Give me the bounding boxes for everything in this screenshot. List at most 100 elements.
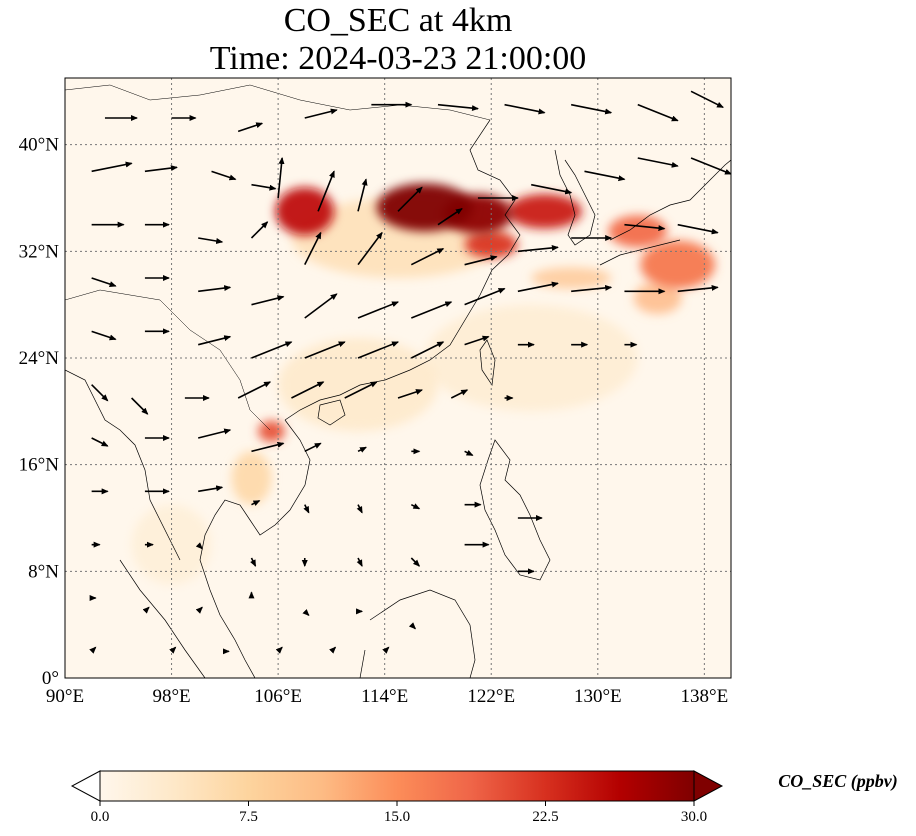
- coastline-korea: [554, 149, 596, 246]
- wind-vector-95: [142, 606, 150, 614]
- colorbar-extend-low: [70, 770, 101, 802]
- wind-vector-51: [251, 341, 293, 359]
- wind-vector-29: [357, 231, 383, 266]
- plume-9: [258, 420, 285, 443]
- colorbar: 0.0 7.5 15.0 22.5 30.0 CO_SEC (ppbv): [70, 770, 898, 825]
- colorbar-gradient: [100, 771, 694, 801]
- wind-vector-26: [198, 237, 224, 244]
- wind-vector-102: [169, 646, 177, 654]
- x-tick-label-3: 114°E: [361, 686, 408, 707]
- wind-vector-59: [91, 384, 109, 402]
- wind-vector-60: [131, 397, 149, 415]
- wind-vector-20: [504, 103, 546, 115]
- wind-vector-106: [382, 646, 390, 654]
- coastline-indochina: [199, 419, 311, 678]
- wind-vector-12: [637, 157, 679, 168]
- wind-vector-75: [464, 449, 474, 457]
- wind-vector-16: [237, 122, 264, 133]
- x-tick-label-6: 138°E: [681, 686, 729, 707]
- chart-title: CO_SEC at 4km: [283, 2, 513, 39]
- coastline-bay-of-bengal: [65, 369, 181, 561]
- x-tick-label-4: 122°E: [467, 686, 515, 707]
- wind-vector-65: [397, 389, 423, 399]
- wind-vector-104: [275, 646, 283, 654]
- y-tick-label-2: 16°N: [19, 455, 60, 476]
- wind-vector-55: [464, 335, 490, 346]
- wind-vector-105: [329, 646, 337, 654]
- wind-vector-17: [304, 108, 338, 119]
- wind-vector-0: [91, 161, 133, 173]
- x-tick-label-2: 106°E: [254, 686, 302, 707]
- wind-vector-30: [410, 247, 445, 266]
- concentration-field: [131, 183, 716, 585]
- wind-vector-53: [357, 341, 399, 359]
- wind-vector-101: [89, 646, 97, 654]
- wind-vector-81: [356, 504, 363, 514]
- coastline-philippines: [479, 439, 551, 581]
- plume-5: [531, 267, 612, 289]
- wind-vector-4: [277, 157, 285, 199]
- wind-vector-78: [198, 485, 224, 493]
- wind-vector-80: [303, 504, 310, 514]
- wind-vector-31: [464, 255, 498, 266]
- wind-vector-28: [304, 231, 322, 266]
- wind-vector-42: [411, 301, 453, 319]
- wind-vector-41: [357, 301, 399, 319]
- wind-vector-32: [517, 244, 559, 253]
- wind-vector-22: [637, 103, 679, 122]
- wind-vector-87: [195, 542, 203, 550]
- wind-vectors: [89, 90, 731, 655]
- map-frame: [64, 77, 732, 679]
- wind-vector-52: [304, 341, 346, 359]
- plume-14: [376, 183, 473, 232]
- plume-11: [507, 194, 582, 229]
- wind-vector-34: [624, 223, 666, 232]
- x-tick-label-0: 90°E: [46, 686, 84, 707]
- coastline-sumatra: [119, 559, 206, 678]
- x-tick-label-5: 130°E: [574, 686, 622, 707]
- wind-vector-27: [250, 221, 269, 239]
- y-tick-label-3: 24°N: [19, 348, 60, 369]
- wind-vector-72: [304, 442, 322, 453]
- wind-vector-1: [144, 165, 178, 173]
- colorbar-tick-label-3: 22.5: [532, 809, 558, 825]
- colorbar-extend-high: [693, 770, 724, 802]
- x-axis-ticks: 90°E 98°E 106°E 114°E 122°E 130°E 138°E: [46, 686, 728, 707]
- wind-vector-43: [464, 287, 506, 306]
- wind-vector-73: [357, 446, 367, 453]
- wind-vector-62: [237, 381, 272, 399]
- y-tick-label-0: 0°: [42, 668, 59, 689]
- coastline-china-east: [284, 119, 521, 421]
- wind-vector-35: [677, 223, 719, 235]
- wind-vector-100: [408, 622, 417, 630]
- x-tick-label-1: 98°E: [152, 686, 190, 707]
- colorbar-label: CO_SEC (ppbv): [778, 771, 898, 792]
- coastline-japan: [599, 159, 731, 266]
- wind-vector-40: [304, 293, 338, 319]
- chart-title-block: CO_SEC at 4km Time: 2024-03-23 21:00:00: [0, 2, 796, 78]
- coastline-borneo: [359, 589, 476, 678]
- wind-vector-70: [198, 428, 232, 439]
- plume-4: [231, 451, 272, 505]
- map-area: 90°E 98°E 106°E 114°E 122°E 130°E 138°E 0° 8°N 1…: [19, 77, 732, 707]
- y-axis-ticks: 0° 8°N 16°N 24°N 32°N 40°N: [19, 135, 60, 689]
- wind-vector-8: [437, 208, 463, 226]
- wind-vector-5: [317, 170, 335, 212]
- wind-vector-48: [91, 330, 117, 341]
- wind-vector-2: [211, 170, 237, 181]
- wind-vector-44: [517, 281, 559, 293]
- chart-subtitle: Time: 2024-03-23 21:00:00: [209, 40, 587, 77]
- plume-8: [608, 215, 668, 248]
- wind-vector-64: [344, 381, 378, 399]
- wind-vector-36: [91, 277, 117, 287]
- y-tick-label-5: 40°N: [19, 135, 60, 156]
- colorbar-tick-label-0: 0.0: [91, 809, 110, 825]
- plume-12: [275, 187, 335, 236]
- y-tick-label-4: 32°N: [19, 241, 60, 262]
- wind-vector-38: [198, 285, 232, 293]
- wind-vector-19: [437, 103, 479, 112]
- wind-vector-66: [450, 389, 469, 399]
- wind-vector-90: [356, 557, 363, 567]
- wind-vector-23: [690, 90, 724, 109]
